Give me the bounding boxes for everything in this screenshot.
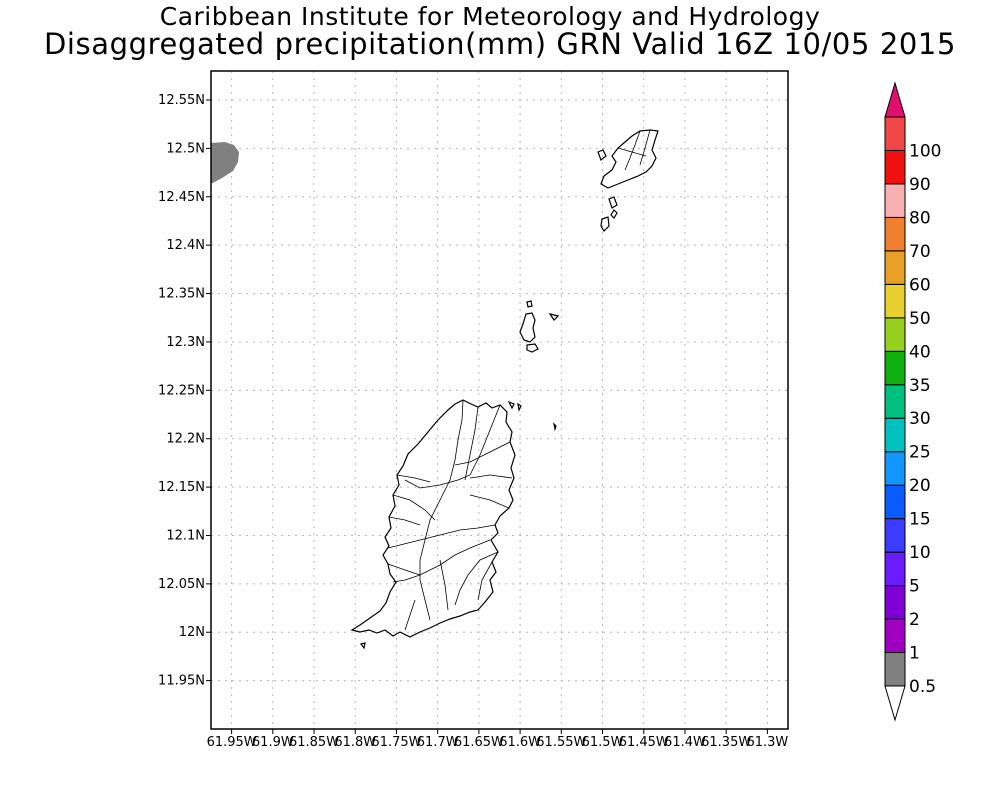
island-small-8 bbox=[507, 400, 515, 410]
island-grenada bbox=[350, 399, 516, 638]
lat-tick-label: 12.35N bbox=[158, 287, 205, 302]
lat-tick-label: 12.1N bbox=[166, 528, 205, 543]
lon-tick-label: 61.45W bbox=[619, 735, 669, 750]
colorbar-label: 50 bbox=[909, 309, 931, 329]
lat-tick-label: 12.4N bbox=[166, 238, 205, 253]
colorbar-bin bbox=[884, 652, 906, 687]
lon-tick-label: 61.4W bbox=[664, 735, 706, 750]
colorbar-bin bbox=[884, 116, 906, 151]
lon-tick-label: 61.3W bbox=[746, 735, 788, 750]
map-frame bbox=[210, 70, 789, 730]
colorbar-bin bbox=[884, 183, 906, 218]
island-small-5 bbox=[526, 343, 539, 353]
lon-tick-label: 61.75W bbox=[371, 735, 421, 750]
colorbar-bin bbox=[884, 484, 906, 520]
colorbar-bin bbox=[884, 283, 906, 319]
island-small-4 bbox=[610, 209, 618, 219]
island-carriacou-divisions bbox=[617, 129, 651, 171]
lat-tick-label: 12N bbox=[179, 625, 205, 640]
island-small-1 bbox=[597, 149, 607, 161]
lat-tick-label: 12.05N bbox=[158, 577, 205, 592]
colorbar-label: 10 bbox=[909, 543, 931, 563]
colorbar-label: 0.5 bbox=[909, 677, 936, 697]
colorbar-label: 90 bbox=[909, 175, 931, 195]
graticule bbox=[211, 71, 788, 729]
colorbar-label: 30 bbox=[909, 409, 931, 429]
lat-tick-label: 12.25N bbox=[158, 383, 205, 398]
lon-tick-label: 61.7W bbox=[417, 735, 459, 750]
colorbar-label: 25 bbox=[909, 443, 931, 463]
lat-tick-label: 12.2N bbox=[166, 432, 205, 447]
lon-tick-label: 61.85W bbox=[289, 735, 339, 750]
coastline-grenada bbox=[350, 399, 516, 638]
colorbar-bin bbox=[884, 250, 906, 285]
island-small-2 bbox=[608, 196, 618, 209]
colorbar-label: 80 bbox=[909, 208, 931, 228]
title-institute: Caribbean Institute for Meteorology and … bbox=[159, 2, 821, 31]
coastline-carriacou bbox=[597, 129, 659, 232]
colorbar-over-triangle bbox=[884, 81, 906, 118]
lon-tick-label: 61.95W bbox=[207, 735, 257, 750]
colorbar-label: 1 bbox=[909, 644, 920, 664]
lon-tick-label: 61.8W bbox=[334, 735, 376, 750]
title-product: Disaggregated precipitation(mm) GRN Vali… bbox=[43, 27, 957, 61]
island-small-9 bbox=[517, 402, 522, 412]
colorbar-bin bbox=[884, 551, 906, 587]
colorbar-bin bbox=[884, 417, 906, 453]
lat-tick-label: 12.3N bbox=[166, 335, 205, 350]
lat-tick-label: 12.45N bbox=[158, 190, 205, 205]
lon-tick-label: 61.65W bbox=[454, 735, 504, 750]
lon-tick-label: 61.35W bbox=[701, 735, 751, 750]
colorbar-bin bbox=[884, 350, 906, 386]
island-small-6 bbox=[526, 300, 533, 308]
colorbar-label: 15 bbox=[909, 510, 931, 530]
colorbar-under-triangle bbox=[884, 685, 906, 722]
lat-tick-label: 11.95N bbox=[158, 674, 205, 689]
colorbar-label: 70 bbox=[909, 242, 931, 262]
lon-tick-label: 61.9W bbox=[252, 735, 294, 750]
island-ronde bbox=[519, 312, 536, 343]
coastline-ronde bbox=[359, 300, 560, 650]
colorbar-bin bbox=[884, 585, 906, 620]
island-carriacou bbox=[600, 129, 659, 189]
island-small-3 bbox=[600, 216, 610, 232]
precip-patch bbox=[211, 142, 239, 184]
latitude-labels: 12.55N 12.5N 12.45N 12.4N 12.35N 12.3N 12.25N 1… bbox=[158, 93, 211, 689]
colorbar-bin bbox=[884, 518, 906, 553]
island-grenada-divisions bbox=[387, 399, 513, 631]
lon-tick-label: 61.5W bbox=[582, 735, 624, 750]
lat-tick-label: 12.55N bbox=[158, 93, 205, 108]
longitude-labels: 61.95W61.9W61.85W61.8W61.75W61.7W61.65W6… bbox=[207, 729, 788, 750]
island-small-7 bbox=[548, 313, 560, 321]
colorbar-label: 20 bbox=[909, 476, 931, 496]
island-small-11 bbox=[359, 642, 366, 650]
colorbar-bin bbox=[884, 317, 906, 352]
lon-tick-label: 61.6W bbox=[499, 735, 541, 750]
lat-tick-label: 12.5N bbox=[166, 141, 205, 156]
colorbar-bin bbox=[884, 149, 906, 185]
colorbar-label: 2 bbox=[909, 610, 920, 630]
colorbar-bin bbox=[884, 451, 906, 486]
lon-tick-label: 61.55W bbox=[536, 735, 586, 750]
colorbar-label: 35 bbox=[909, 376, 931, 396]
colorbar-label: 5 bbox=[909, 577, 920, 597]
island-small-10 bbox=[553, 422, 557, 432]
lat-tick-label: 12.15N bbox=[158, 480, 205, 495]
colorbar-label: 60 bbox=[909, 275, 931, 295]
colorbar-label: 40 bbox=[909, 342, 931, 362]
colorbar-bin bbox=[884, 216, 906, 252]
colorbar-bin bbox=[884, 384, 906, 419]
colorbar-label: 100 bbox=[909, 141, 941, 161]
colorbar-bin bbox=[884, 618, 906, 654]
